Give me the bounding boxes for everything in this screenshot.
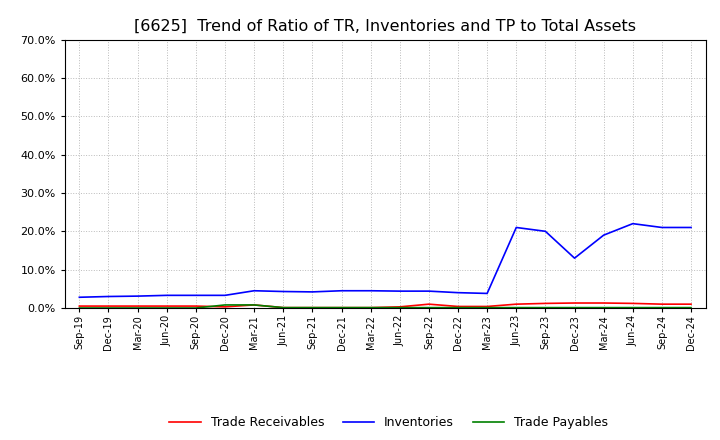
Inventories	[483, 291, 492, 296]
Inventories	[75, 295, 84, 300]
Inventories	[454, 290, 462, 295]
Trade Payables	[75, 305, 84, 311]
Trade Receivables	[133, 304, 142, 309]
Trade Payables	[308, 305, 317, 310]
Inventories	[541, 229, 550, 234]
Inventories	[366, 288, 375, 293]
Trade Receivables	[657, 301, 666, 307]
Inventories	[599, 232, 608, 238]
Inventories	[570, 256, 579, 261]
Trade Receivables	[483, 304, 492, 309]
Trade Payables	[220, 302, 229, 308]
Trade Payables	[425, 305, 433, 310]
Trade Payables	[337, 305, 346, 310]
Trade Receivables	[512, 301, 521, 307]
Trade Receivables	[541, 301, 550, 306]
Trade Payables	[570, 305, 579, 310]
Trade Receivables	[395, 304, 404, 309]
Trade Receivables	[192, 304, 200, 309]
Trade Payables	[629, 305, 637, 310]
Inventories	[629, 221, 637, 226]
Inventories	[657, 225, 666, 230]
Inventories	[104, 294, 113, 299]
Line: Trade Payables: Trade Payables	[79, 305, 691, 308]
Trade Payables	[192, 305, 200, 311]
Trade Receivables	[250, 302, 258, 308]
Inventories	[220, 293, 229, 298]
Trade Payables	[366, 305, 375, 310]
Title: [6625]  Trend of Ratio of TR, Inventories and TP to Total Assets: [6625] Trend of Ratio of TR, Inventories…	[134, 19, 636, 34]
Line: Inventories: Inventories	[79, 224, 691, 297]
Trade Receivables	[687, 301, 696, 307]
Inventories	[337, 288, 346, 293]
Trade Payables	[483, 305, 492, 310]
Trade Receivables	[279, 305, 287, 310]
Trade Payables	[657, 305, 666, 310]
Trade Payables	[133, 305, 142, 311]
Trade Receivables	[454, 304, 462, 309]
Line: Trade Receivables: Trade Receivables	[79, 303, 691, 308]
Inventories	[250, 288, 258, 293]
Trade Payables	[104, 305, 113, 311]
Trade Receivables	[308, 305, 317, 310]
Inventories	[192, 293, 200, 298]
Trade Receivables	[337, 305, 346, 310]
Inventories	[425, 289, 433, 294]
Trade Payables	[512, 305, 521, 310]
Trade Payables	[687, 305, 696, 310]
Inventories	[279, 289, 287, 294]
Trade Payables	[279, 305, 287, 310]
Trade Payables	[163, 305, 171, 311]
Inventories	[395, 289, 404, 294]
Trade Payables	[541, 305, 550, 310]
Trade Payables	[250, 302, 258, 308]
Trade Receivables	[570, 301, 579, 306]
Trade Receivables	[425, 301, 433, 307]
Trade Receivables	[75, 304, 84, 309]
Inventories	[512, 225, 521, 230]
Trade Receivables	[366, 305, 375, 310]
Trade Receivables	[629, 301, 637, 306]
Trade Receivables	[104, 304, 113, 309]
Trade Payables	[395, 305, 404, 310]
Trade Receivables	[220, 304, 229, 309]
Legend: Trade Receivables, Inventories, Trade Payables: Trade Receivables, Inventories, Trade Pa…	[169, 416, 608, 429]
Trade Receivables	[163, 304, 171, 309]
Trade Payables	[599, 305, 608, 310]
Inventories	[308, 289, 317, 294]
Inventories	[687, 225, 696, 230]
Inventories	[163, 293, 171, 298]
Trade Receivables	[599, 301, 608, 306]
Inventories	[133, 293, 142, 299]
Trade Payables	[454, 305, 462, 310]
